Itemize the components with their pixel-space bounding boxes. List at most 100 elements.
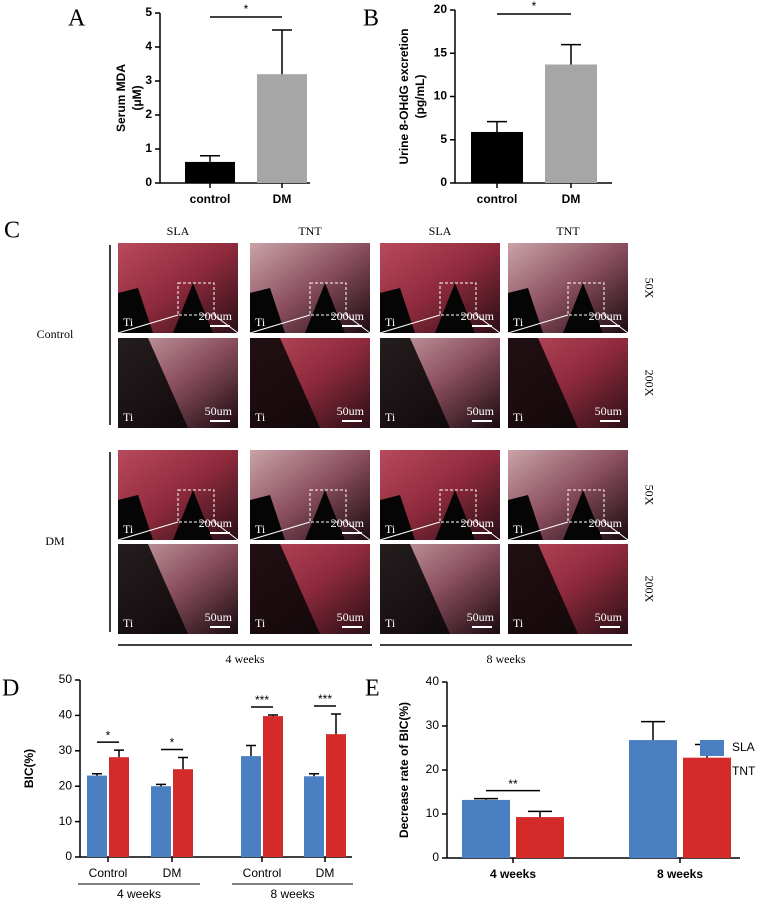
zoom-box	[309, 282, 347, 316]
ti-label: Ti	[385, 410, 396, 424]
zoom-guide	[249, 521, 371, 541]
y-tick-label: 20	[434, 2, 448, 16]
error-bar	[246, 744, 256, 757]
x-tick-label: control	[190, 192, 231, 206]
scale-label: 50um	[337, 404, 365, 418]
bar	[109, 757, 129, 857]
x-tick-label: 4 weeks	[490, 867, 536, 881]
y-axis-label: (μM)	[130, 85, 144, 110]
zoom-box	[177, 282, 215, 316]
y-tick-label: 15	[434, 45, 448, 59]
implant-thread	[250, 490, 345, 540]
error-bar	[92, 773, 102, 776]
x-tick-label: Control	[89, 866, 128, 880]
y-tick-label: 30	[59, 743, 73, 757]
error-bar	[178, 756, 188, 770]
ti-label: Ti	[123, 522, 134, 536]
scale-label: 200um	[589, 516, 623, 530]
panel-label: D	[2, 676, 19, 702]
y-tick-label: 40	[59, 708, 73, 722]
bar	[87, 775, 107, 857]
ti-label: Ti	[255, 410, 266, 424]
scale-label: 200um	[461, 516, 495, 530]
zoom-guide	[379, 314, 501, 334]
bar	[471, 131, 523, 183]
y-axis-label: Decrease rate of BIC(%)	[397, 702, 411, 838]
implant-thread	[508, 338, 578, 428]
scale-label: 200um	[199, 516, 233, 530]
implant-thread	[250, 338, 320, 428]
y-tick-label: 3	[145, 73, 152, 87]
ti-label: Ti	[513, 616, 524, 630]
significance-label: *	[170, 736, 175, 750]
zoom-box	[567, 282, 605, 316]
group-label: 8 weeks	[270, 887, 314, 901]
column-header: TNT	[298, 224, 322, 238]
legend-swatch	[700, 740, 724, 756]
scale-label: 200um	[331, 516, 365, 530]
y-tick-label: 0	[440, 175, 447, 189]
ti-label: Ti	[255, 522, 266, 536]
ti-label: Ti	[255, 616, 266, 630]
implant-thread	[380, 544, 450, 634]
implant-thread	[118, 544, 188, 634]
zoom-box	[309, 489, 347, 523]
panel-label: E	[365, 676, 380, 702]
bar	[545, 64, 597, 183]
magnification-label: 50X	[642, 485, 656, 506]
error-bar	[528, 810, 552, 818]
panel-label: B	[363, 6, 379, 32]
panel-label: C	[4, 218, 20, 244]
magnification-label: 50X	[642, 278, 656, 299]
magnification-label: 200X	[642, 370, 656, 397]
zoom-box	[439, 282, 477, 316]
significance-label: *	[244, 2, 249, 16]
implant-thread	[118, 283, 213, 333]
bar	[263, 716, 283, 857]
scale-label: 200um	[461, 309, 495, 323]
y-tick-label: 1	[145, 141, 152, 155]
y-tick-label: 20	[426, 762, 440, 776]
legend-swatch	[700, 764, 724, 780]
x-tick-label: DM	[562, 192, 581, 206]
legend-label: SLA	[732, 740, 755, 754]
zoom-guide	[507, 314, 629, 334]
bar	[241, 756, 261, 857]
bar	[173, 769, 193, 857]
bar	[326, 734, 346, 857]
implant-thread	[380, 490, 475, 540]
error-bar	[268, 714, 278, 717]
ti-label: Ti	[385, 522, 396, 536]
error-bar	[331, 713, 341, 735]
scale-label: 50um	[337, 610, 365, 624]
error-bar	[200, 155, 220, 162]
y-tick-label: 40	[426, 674, 440, 688]
bar	[185, 161, 235, 183]
y-tick-label: 30	[426, 718, 440, 732]
y-tick-label: 2	[145, 107, 152, 121]
zoom-guide	[117, 521, 239, 541]
column-header: TNT	[556, 224, 580, 238]
zoom-guide	[117, 314, 239, 334]
significance-label: **	[508, 777, 518, 791]
x-tick-label: DM	[316, 866, 335, 880]
y-tick-label: 10	[59, 814, 73, 828]
error-bar	[114, 749, 124, 758]
y-axis-label: (pg/mL)	[413, 75, 427, 119]
y-axis-label: BIC(%)	[22, 749, 36, 788]
significance-label: *	[106, 728, 111, 742]
y-axis-label: Serum MDA	[114, 64, 128, 132]
error-bar	[487, 120, 507, 132]
implant-thread	[250, 283, 345, 333]
significance-label: ***	[255, 693, 269, 707]
zoom-guide	[249, 314, 371, 334]
y-tick-label: 0	[145, 175, 152, 189]
y-axis-label: Urine 8-OHdG excretion	[397, 28, 411, 164]
x-tick-label: DM	[163, 866, 182, 880]
scale-label: 50um	[467, 404, 495, 418]
error-bar	[474, 797, 498, 800]
x-tick-label: Control	[243, 866, 282, 880]
y-tick-label: 10	[426, 806, 440, 820]
scale-label: 50um	[205, 610, 233, 624]
column-header: SLA	[167, 224, 190, 238]
